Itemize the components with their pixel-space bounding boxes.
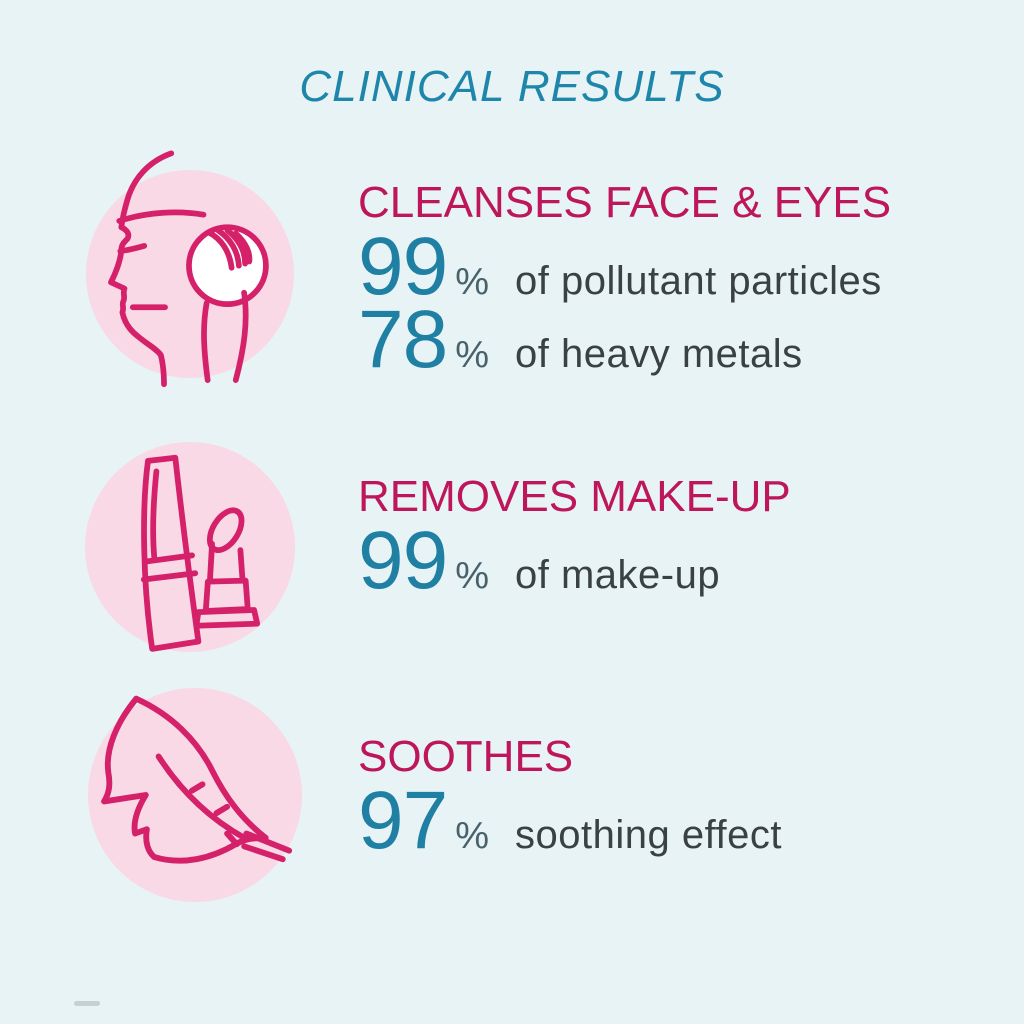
stat-label: of heavy metals bbox=[515, 332, 803, 376]
section-removes-makeup: REMOVES MAKE-UP 99 % of make-up bbox=[358, 472, 791, 606]
section-soothes: SOOTHES 97 % soothing effect bbox=[358, 732, 782, 866]
stat-value: 99 bbox=[358, 515, 448, 606]
section-heading: SOOTHES bbox=[358, 732, 574, 781]
section-heading: REMOVES MAKE-UP bbox=[358, 472, 791, 521]
percent-sign: % bbox=[455, 334, 490, 376]
makeup-icon bbox=[85, 442, 295, 652]
section-cleanses: CLEANSES FACE & EYES 99 % of pollutant p… bbox=[358, 178, 892, 385]
face-with-cotton-pad-drawing bbox=[108, 150, 269, 388]
stat-row: 97 % soothing effect bbox=[358, 775, 782, 866]
feather-drawing bbox=[101, 695, 293, 864]
watermark-smudge bbox=[74, 1001, 100, 1006]
feather-icon bbox=[88, 688, 302, 902]
stat-row: 99 % of pollutant particles bbox=[358, 221, 891, 312]
stat-row: 78 % of heavy metals bbox=[358, 294, 891, 385]
page-title: CLINICAL RESULTS bbox=[299, 62, 725, 111]
stat-label: of make-up bbox=[515, 553, 721, 597]
percent-sign: % bbox=[455, 555, 490, 597]
percent-sign: % bbox=[455, 815, 490, 857]
face-cleansing-icon bbox=[86, 150, 294, 388]
stat-label: soothing effect bbox=[515, 813, 782, 857]
mascara-and-lipstick-drawing bbox=[140, 454, 261, 652]
stat-value: 78 bbox=[358, 294, 448, 385]
stat-value: 99 bbox=[358, 221, 448, 312]
stat-label: of pollutant particles bbox=[515, 259, 882, 303]
stat-row: 99 % of make-up bbox=[358, 515, 791, 606]
section-heading: CLEANSES FACE & EYES bbox=[358, 178, 892, 227]
percent-sign: % bbox=[455, 261, 490, 303]
stat-value: 97 bbox=[358, 775, 448, 866]
